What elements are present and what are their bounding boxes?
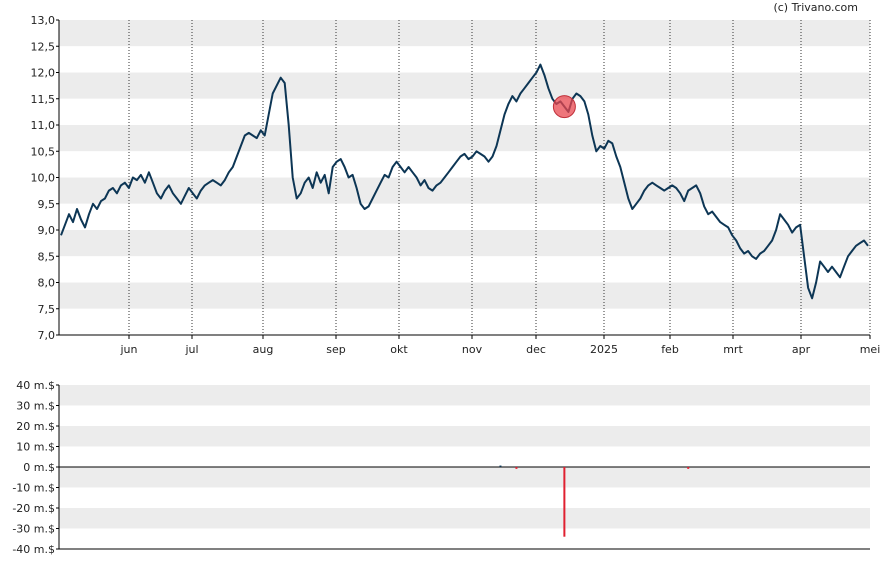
x-tick-label: jul — [184, 343, 198, 356]
volume-y-tick-label: 40 m.$ — [16, 379, 55, 392]
volume-bar — [515, 467, 518, 469]
y-tick-label: 8,5 — [38, 250, 56, 263]
volume-y-tick-label: -40 m.$ — [12, 543, 55, 556]
volume-grid-band — [59, 426, 870, 447]
volume-grid-band — [59, 467, 870, 488]
volume-y-tick-label: 30 m.$ — [16, 400, 55, 413]
volume-bar — [563, 467, 566, 537]
x-tick-label: apr — [792, 343, 811, 356]
volume-bar — [687, 467, 690, 469]
highlight-marker — [552, 95, 576, 119]
credit-label: (c) Trivano.com — [773, 1, 858, 14]
volume-y-tick-label: -10 m.$ — [12, 482, 55, 495]
y-tick-label: 7,5 — [38, 303, 56, 316]
grid-band — [59, 125, 870, 152]
y-tick-label: 12,5 — [31, 40, 56, 53]
grid-band — [59, 256, 870, 283]
volume-y-tick-label: 0 m.$ — [23, 461, 55, 474]
volume-grid-band — [59, 405, 870, 426]
x-tick-label: sep — [326, 343, 345, 356]
y-tick-label: 10,0 — [31, 172, 56, 185]
grid-band — [59, 151, 870, 178]
y-tick-label: 13,0 — [31, 14, 56, 27]
x-tick-label: feb — [661, 343, 679, 356]
volume-grid-band — [59, 508, 870, 529]
price-series-line — [60, 63, 869, 300]
grid-band — [59, 20, 870, 47]
x-tick-label: mrt — [723, 343, 743, 356]
x-tick-label: jun — [120, 343, 138, 356]
volume-y-tick-label: 10 m.$ — [16, 441, 55, 454]
grid-band — [59, 230, 870, 257]
y-tick-label: 12,0 — [31, 67, 56, 80]
y-tick-label: 8,0 — [38, 277, 56, 290]
grid-band — [59, 308, 870, 335]
volume-grid-band — [59, 487, 870, 508]
y-tick-label: 9,0 — [38, 224, 56, 237]
y-tick-label: 10,5 — [31, 145, 56, 158]
y-tick-label: 9,5 — [38, 198, 56, 211]
grid-band — [59, 282, 870, 309]
x-tick-label: mei — [860, 343, 881, 356]
x-tick-label: 2025 — [590, 343, 618, 356]
grid-band — [59, 46, 870, 73]
x-tick-label: dec — [526, 343, 546, 356]
volume-y-tick-label: -20 m.$ — [12, 502, 55, 515]
grid-band — [59, 98, 870, 125]
x-tick-label: okt — [390, 343, 408, 356]
volume-grid-band — [59, 528, 870, 549]
volume-grid-band — [59, 385, 870, 406]
x-tick-label: aug — [253, 343, 274, 356]
grid-band — [59, 203, 870, 230]
volume-bar — [499, 465, 502, 467]
volume-y-tick-label: 20 m.$ — [16, 420, 55, 433]
grid-band — [59, 177, 870, 204]
grid-band — [59, 72, 870, 99]
y-tick-label: 11,0 — [31, 119, 56, 132]
volume-grid-band — [59, 446, 870, 467]
y-tick-label: 11,5 — [31, 93, 56, 106]
volume-y-tick-label: -30 m.$ — [12, 523, 55, 536]
x-tick-label: nov — [462, 343, 483, 356]
y-tick-label: 7,0 — [38, 329, 56, 342]
